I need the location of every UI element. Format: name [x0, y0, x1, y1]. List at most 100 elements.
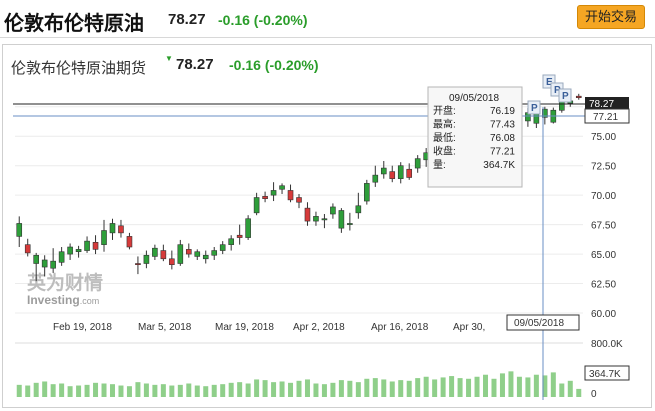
- candle-body[interactable]: [296, 197, 302, 203]
- candle-body[interactable]: [414, 158, 421, 169]
- volume-bar[interactable]: [457, 378, 463, 397]
- volume-bar[interactable]: [415, 378, 421, 397]
- event-marker-p2[interactable]: [558, 88, 572, 103]
- volume-bar[interactable]: [516, 376, 522, 397]
- candle-body[interactable]: [575, 95, 582, 99]
- event-marker-p3[interactable]: [527, 100, 541, 115]
- volume-bar[interactable]: [25, 385, 31, 397]
- candle-body[interactable]: [185, 249, 192, 255]
- volume-bar[interactable]: [559, 383, 565, 398]
- volume-bar[interactable]: [254, 379, 260, 397]
- candle-body[interactable]: [152, 247, 158, 257]
- volume-bar[interactable]: [16, 384, 22, 397]
- candle-body[interactable]: [50, 260, 56, 269]
- volume-bar[interactable]: [109, 384, 115, 397]
- candle-body[interactable]: [109, 223, 116, 234]
- volume-bar[interactable]: [67, 386, 73, 397]
- candle-body[interactable]: [118, 225, 124, 234]
- volume-bar[interactable]: [118, 385, 124, 397]
- candle-body[interactable]: [304, 207, 311, 222]
- candle-body[interactable]: [262, 196, 268, 199]
- volume-bar[interactable]: [372, 378, 378, 397]
- volume-bar[interactable]: [313, 383, 319, 398]
- candle-body[interactable]: [380, 167, 387, 175]
- candle-body[interactable]: [143, 254, 150, 264]
- volume-bar[interactable]: [542, 375, 548, 397]
- volume-bar[interactable]: [143, 383, 149, 398]
- volume-bar[interactable]: [160, 384, 166, 397]
- candle-body[interactable]: [67, 246, 73, 255]
- candle-body[interactable]: [92, 241, 99, 250]
- candle-body[interactable]: [228, 238, 234, 245]
- candle-body[interactable]: [338, 210, 345, 229]
- volume-bar[interactable]: [355, 382, 361, 397]
- volume-bar[interactable]: [135, 382, 141, 397]
- candle-body[interactable]: [75, 249, 82, 253]
- volume-bar[interactable]: [169, 385, 175, 397]
- volume-bar[interactable]: [389, 381, 395, 397]
- volume-bar[interactable]: [186, 383, 192, 398]
- volume-bar[interactable]: [194, 385, 200, 397]
- volume-bar[interactable]: [576, 388, 582, 397]
- volume-bar[interactable]: [220, 384, 226, 397]
- volume-bar[interactable]: [271, 382, 277, 397]
- volume-bar[interactable]: [42, 381, 48, 397]
- candle-body[interactable]: [41, 259, 48, 268]
- volume-bar[interactable]: [321, 384, 327, 397]
- volume-bar[interactable]: [364, 378, 370, 397]
- candle-body[interactable]: [219, 244, 226, 251]
- candle-body[interactable]: [160, 250, 167, 260]
- candle-body[interactable]: [177, 244, 184, 264]
- chart-panel[interactable]: 伦敦布伦特原油期货 ▼ 78.27 -0.16 (-0.20%) 英为财情 In…: [2, 44, 652, 408]
- volume-bar[interactable]: [466, 378, 472, 397]
- start-trading-button[interactable]: 开始交易: [577, 5, 645, 29]
- candle-body[interactable]: [355, 205, 362, 214]
- candle-body[interactable]: [321, 218, 328, 221]
- candle-body[interactable]: [202, 254, 209, 260]
- candle-body[interactable]: [397, 165, 404, 179]
- candle-body[interactable]: [313, 216, 319, 222]
- candle-body[interactable]: [101, 230, 107, 245]
- volume-bar[interactable]: [101, 383, 107, 398]
- volume-bar[interactable]: [330, 382, 336, 397]
- volume-bar[interactable]: [33, 382, 39, 397]
- volume-bar[interactable]: [432, 379, 438, 397]
- volume-bar[interactable]: [237, 382, 243, 397]
- candle-body[interactable]: [270, 190, 277, 196]
- volume-bar[interactable]: [499, 373, 505, 397]
- volume-bar[interactable]: [525, 377, 531, 397]
- candle-body[interactable]: [279, 185, 285, 190]
- volume-bar[interactable]: [381, 379, 387, 397]
- volume-bar[interactable]: [304, 379, 310, 397]
- volume-bar[interactable]: [288, 382, 294, 397]
- candle-body[interactable]: [245, 218, 251, 238]
- volume-bar[interactable]: [279, 381, 285, 397]
- candle-body[interactable]: [559, 101, 565, 111]
- volume-bar[interactable]: [449, 376, 455, 397]
- candlestick-chart[interactable]: 英为财情 Investing.com 77.5075.0072.5070.006…: [3, 45, 651, 407]
- candle-body[interactable]: [364, 183, 370, 202]
- volume-bar[interactable]: [550, 372, 556, 397]
- candle-body[interactable]: [372, 174, 379, 183]
- volume-bar[interactable]: [203, 386, 209, 397]
- candle-body[interactable]: [194, 251, 201, 257]
- candle-body[interactable]: [24, 244, 31, 254]
- volume-bar[interactable]: [262, 380, 268, 397]
- volume-bar[interactable]: [245, 383, 251, 398]
- volume-bar[interactable]: [474, 376, 480, 397]
- volume-bar[interactable]: [567, 380, 573, 397]
- candle-body[interactable]: [236, 234, 243, 238]
- volume-bar[interactable]: [423, 376, 429, 397]
- candle-body[interactable]: [542, 108, 548, 118]
- volume-bar[interactable]: [126, 386, 132, 397]
- candle-body[interactable]: [287, 190, 294, 201]
- candle-body[interactable]: [389, 171, 396, 179]
- volume-bar[interactable]: [59, 383, 65, 398]
- volume-bar[interactable]: [228, 382, 234, 397]
- candle-body[interactable]: [58, 251, 65, 263]
- volume-bar[interactable]: [84, 384, 90, 397]
- volume-bar[interactable]: [93, 382, 99, 397]
- volume-bar[interactable]: [406, 380, 412, 397]
- candle-body[interactable]: [253, 197, 260, 214]
- candle-body[interactable]: [126, 236, 133, 248]
